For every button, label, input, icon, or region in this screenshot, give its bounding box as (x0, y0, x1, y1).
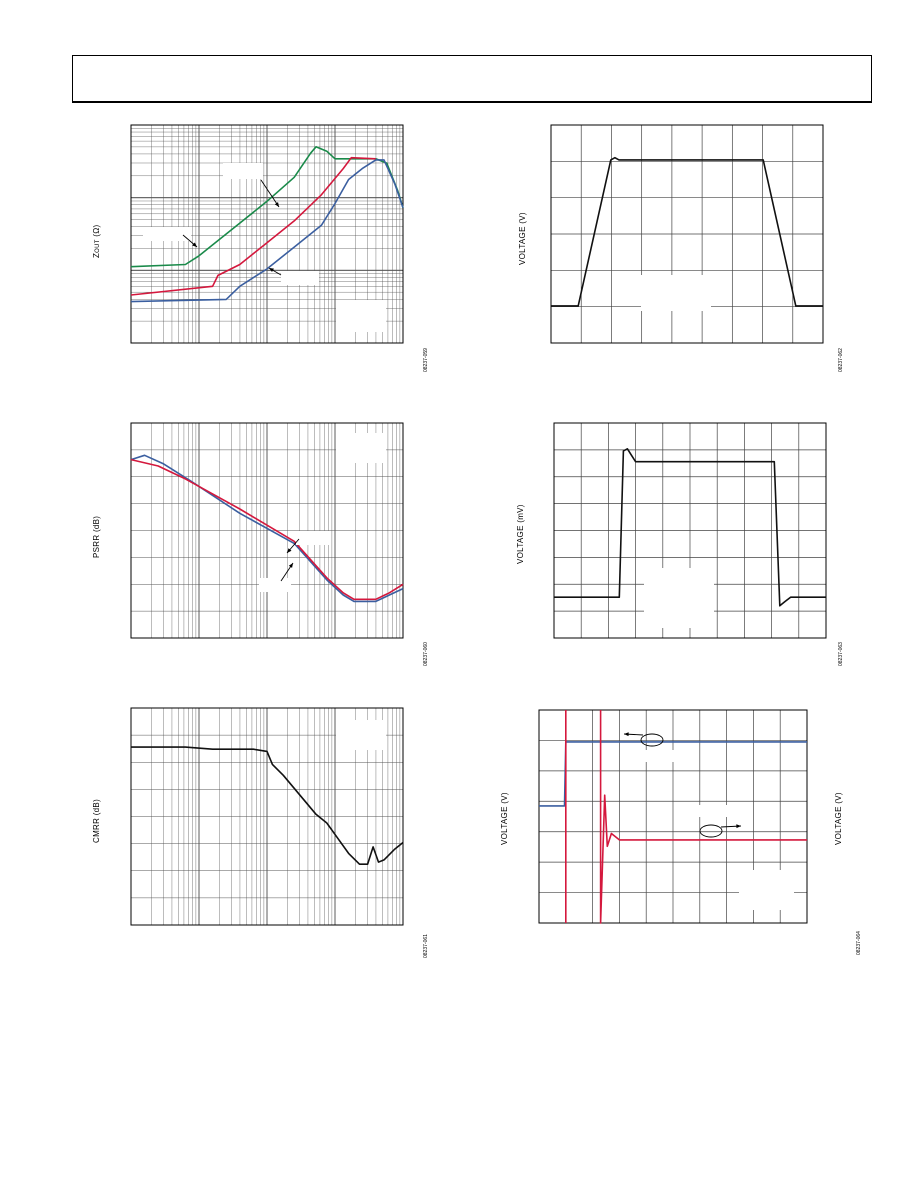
overload-ellipse-2 (699, 824, 723, 838)
zout-label-box-1 (223, 163, 263, 179)
zout-arrow-1 (260, 179, 280, 208)
zout-label-box-2 (143, 227, 191, 241)
zout-series-1 (130, 156, 376, 296)
psrr-series-0 (130, 454, 404, 603)
overload-plot-area (538, 709, 808, 924)
zout-frame (130, 124, 404, 344)
zout-figure-id: 08237-059 (423, 348, 429, 372)
zout-series-2 (130, 159, 404, 303)
overload-figure-id: 08237-064 (856, 931, 862, 955)
overload-series-2 (599, 710, 807, 924)
pulse-small-frame (553, 422, 827, 639)
cmrr-series-0 (131, 746, 404, 865)
zout-ylabel-sub: OUT (95, 239, 101, 253)
pulse-large-legend-box (641, 275, 711, 311)
psrr-label-box-2 (259, 578, 291, 592)
pulse-small-legend-box (644, 568, 714, 628)
overload-chart (538, 709, 808, 924)
zout-arrow-2-head (192, 242, 197, 247)
zout-chart (130, 124, 404, 344)
cmrr-figure-id: 08237-061 (423, 934, 429, 958)
pulse-small-chart (553, 422, 827, 639)
overload-y-axis-right-label: VOLTAGE (V) (834, 792, 843, 845)
psrr-legend-box (336, 433, 386, 463)
zout-ylabel-main: Z (92, 252, 101, 258)
psrr-figure-id: 08237-060 (423, 642, 429, 666)
cmrr-legend-box (336, 720, 386, 750)
overload-arrow-1-head (624, 732, 629, 737)
zout-arrow-1-head (274, 202, 279, 207)
zout-y-axis-label: ZOUT (Ω) (92, 224, 101, 258)
psrr-arrow-2-head (288, 563, 293, 568)
pulse-large-plot-area (550, 124, 824, 344)
zout-series-0 (130, 146, 404, 268)
pulse-large-series-0 (551, 156, 823, 307)
zout-ylabel-unit: (Ω) (92, 224, 101, 237)
pulse-small-plot-area (553, 422, 827, 639)
pulse-large-frame (550, 124, 824, 344)
pulse-small-series-0 (554, 448, 826, 607)
overload-frame (538, 709, 808, 924)
overload-y-axis-left-label: VOLTAGE (V) (500, 792, 509, 845)
pulse-large-chart (550, 124, 824, 344)
overload-label-box-1 (639, 750, 679, 762)
zout-arrow-3-head (269, 268, 274, 273)
zout-plot-area (130, 124, 404, 344)
pulse-large-y-axis-label: VOLTAGE (V) (518, 212, 527, 265)
pulse-large-figure-id: 08237-062 (838, 348, 844, 372)
psrr-label-box-1 (296, 531, 331, 545)
cmrr-y-axis-label: CMRR (dB) (92, 798, 101, 843)
page-header-box (72, 55, 872, 103)
psrr-y-axis-label: PSRR (dB) (92, 515, 101, 558)
cmrr-frame (130, 707, 404, 926)
pulse-small-figure-id: 08237-063 (838, 642, 844, 666)
zout-label-box-3 (281, 271, 319, 285)
zout-legend-box (336, 300, 386, 332)
psrr-plot-area (130, 422, 404, 639)
pulse-small-y-axis-label: VOLTAGE (mV) (516, 504, 525, 564)
psrr-frame (130, 422, 404, 639)
overload-legend-box (739, 870, 794, 910)
psrr-chart (130, 422, 404, 639)
psrr-series-1 (130, 458, 404, 601)
cmrr-plot-area (130, 707, 404, 926)
overload-arrow-2-head (736, 824, 741, 829)
overload-label-box-2 (689, 805, 729, 817)
overload-ellipse-1 (640, 733, 664, 747)
psrr-arrow-1-head (287, 548, 292, 553)
cmrr-chart (130, 707, 404, 926)
